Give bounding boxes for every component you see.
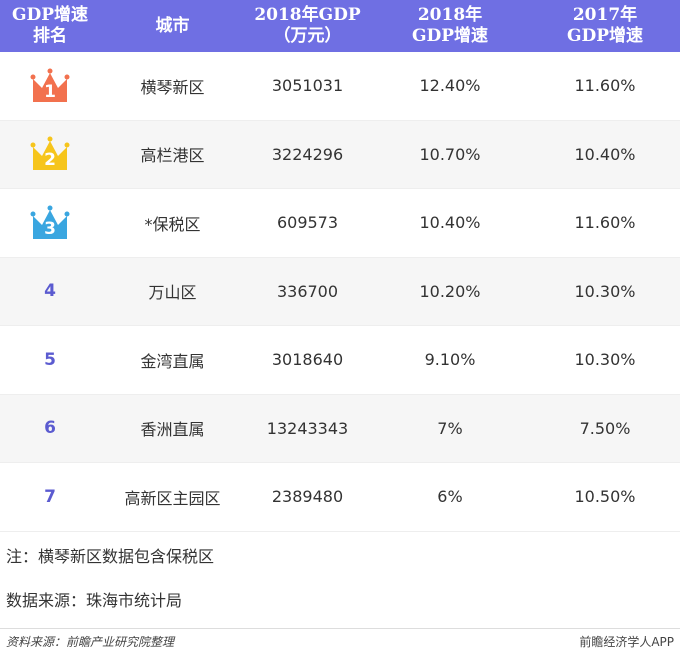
crown-tip xyxy=(30,211,36,217)
cell: 万山区 xyxy=(148,283,197,303)
cell: 609573 xyxy=(276,213,339,233)
cell: 10.40% xyxy=(419,213,481,233)
cell: 横琴新区 xyxy=(140,77,205,97)
cell: 11.60% xyxy=(574,76,636,96)
brand: 前瞻经济学人APP xyxy=(579,635,674,649)
header-text: GDP增速 xyxy=(11,5,89,25)
row: 5 金湾直属 3018640 9.10% 10.30% xyxy=(0,326,680,395)
header-cell: GDP增速 排名 xyxy=(0,0,100,52)
header-cell: 2018年 GDP增速 xyxy=(370,0,530,52)
row: 4 万山区 336700 10.20% 10.30% xyxy=(0,257,680,326)
crown: 1 xyxy=(30,68,70,102)
header-cell: 2018年GDP （万元） xyxy=(245,0,370,52)
rank-cell: 3 xyxy=(0,189,100,257)
rank-cell: 1 xyxy=(0,52,100,120)
header-text: （万元） xyxy=(273,26,342,46)
cell: 金湾直属 xyxy=(140,351,205,371)
cell: 6% xyxy=(437,487,463,507)
header-cell: 城市 xyxy=(100,0,245,52)
crown-tip xyxy=(47,136,53,142)
header-text: 2017年 xyxy=(572,5,638,25)
header-row: GDP增速 排名 城市 2018年GDP （万元） 2018年 GDP增速 2017年 GDP增… xyxy=(0,0,680,52)
crown-tip xyxy=(30,142,36,148)
cell: 2389480 xyxy=(271,487,344,507)
row: 1 横琴新区 3051031 12.40% 11.60% xyxy=(0,52,680,121)
cell: 3051031 xyxy=(271,76,344,96)
crown-tip xyxy=(64,142,70,148)
cell: 7% xyxy=(437,418,463,438)
crown-tip xyxy=(47,68,53,74)
row: 2 高栏港区 3224296 10.70% 10.40% xyxy=(0,120,680,189)
header-text: GDP增速 xyxy=(566,26,644,46)
rank-cell: 2 xyxy=(0,121,100,189)
cell: 9.10% xyxy=(424,350,476,370)
note: 数据来源：珠海市统计局 xyxy=(6,591,183,610)
rank-number: 2 xyxy=(44,150,56,170)
cell: 12.40% xyxy=(419,76,481,96)
cell: 10.50% xyxy=(574,487,636,507)
crown-shape xyxy=(33,209,67,239)
rank-cell: 5 xyxy=(44,349,56,370)
cell: 高新区主园区 xyxy=(124,488,221,508)
cell: *保税区 xyxy=(144,214,201,234)
table: GDP增速 排名 城市 2018年GDP （万元） 2018年 GDP增速 2017年 GDP增… xyxy=(0,0,680,532)
cell: 10.40% xyxy=(574,144,636,164)
cell: 10.70% xyxy=(419,144,481,164)
crown: 2 xyxy=(30,136,70,171)
header-text: 城市 xyxy=(155,15,190,36)
rank-cell: 6 xyxy=(44,418,56,439)
crown-tip xyxy=(64,74,70,80)
crown-shape xyxy=(33,72,67,102)
cell: 10.30% xyxy=(574,350,636,370)
cell: 3018640 xyxy=(271,350,344,370)
rank-cell: 7 xyxy=(44,486,56,507)
cell: 10.20% xyxy=(419,281,481,301)
cell: 7.50% xyxy=(579,418,631,438)
row: 3 *保税区 609573 10.40% 11.60% xyxy=(0,189,680,258)
cell: 香洲直属 xyxy=(140,420,205,440)
cell: 11.60% xyxy=(574,213,636,233)
header-text: 2018年GDP xyxy=(254,5,361,25)
cell: 336700 xyxy=(276,281,339,301)
note: 注：横琴新区数据包含保税区 xyxy=(6,547,215,566)
divider xyxy=(0,628,680,629)
header-text: 2018年 xyxy=(417,5,483,25)
cell: 13243343 xyxy=(266,418,349,438)
cell: 高栏港区 xyxy=(140,146,205,166)
crown-tip xyxy=(64,211,70,217)
header-text: 排名 xyxy=(33,26,67,46)
row: 7 高新区主园区 2389480 6% 10.50% xyxy=(0,463,680,532)
rank-number: 3 xyxy=(44,219,56,239)
cell: 3224296 xyxy=(271,144,344,164)
crown-tip xyxy=(30,74,36,80)
header-cell: 2017年 GDP增速 xyxy=(530,0,680,52)
crown-tip xyxy=(47,205,53,211)
header-text: GDP增速 xyxy=(411,26,489,46)
cell: 10.30% xyxy=(574,281,636,301)
rank-number: 1 xyxy=(44,82,56,102)
source: 资料来源：前瞻产业研究院整理 xyxy=(6,635,175,649)
crown-shape xyxy=(33,141,67,171)
row: 6 香洲直属 13243343 7% 7.50% xyxy=(0,394,680,463)
crown: 3 xyxy=(30,205,70,239)
rank-cell: 4 xyxy=(44,281,56,302)
